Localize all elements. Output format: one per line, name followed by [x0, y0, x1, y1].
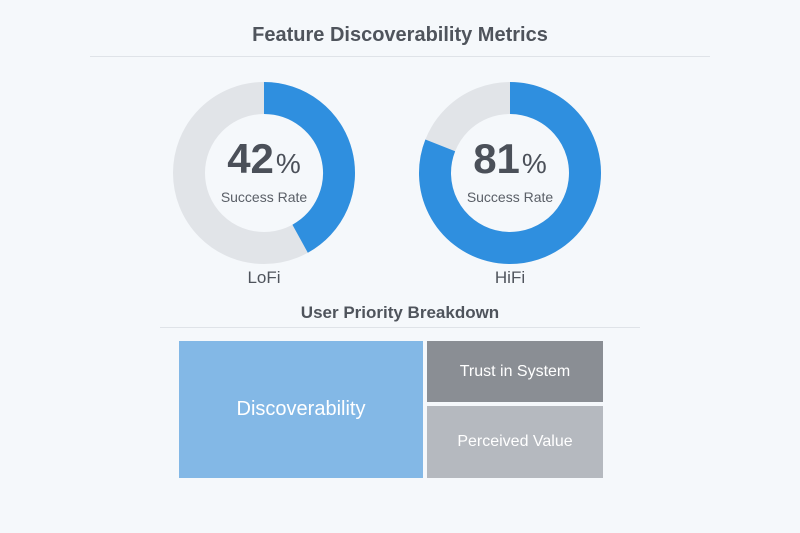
lofi-donut-chart: 42% Success Rate — [169, 78, 359, 268]
lofi-label: LoFi — [247, 268, 281, 287]
hifi-value: 81 — [473, 135, 520, 182]
treemap-label-value: Perceived Value — [457, 433, 573, 450]
breakdown-title: User Priority Breakdown — [300, 303, 500, 322]
hifi-percentage: 81% — [415, 136, 605, 187]
hifi-center-label: Success Rate — [466, 189, 554, 205]
hifi-donut-chart: 81% Success Rate — [415, 78, 605, 268]
lofi-center: 42% Success Rate — [169, 136, 359, 206]
title-divider — [90, 56, 710, 57]
lofi-unit: % — [275, 148, 301, 179]
treemap-tile-value: Perceived Value — [427, 406, 603, 478]
lofi-value: 42 — [227, 135, 274, 182]
treemap-label-trust: Trust in System — [459, 362, 571, 380]
lofi-percentage: 42% — [169, 136, 359, 187]
hifi-donut-arc — [419, 82, 601, 264]
page-title: Feature Discoverability Metrics — [252, 24, 548, 46]
breakdown-divider — [160, 327, 640, 328]
hifi-unit: % — [521, 148, 547, 179]
hifi-center: 81% Success Rate — [415, 136, 605, 206]
treemap-tile-trust: Trust in System — [427, 341, 603, 402]
lofi-donut-svg — [173, 82, 355, 264]
treemap-tile-discoverability: Discoverability — [179, 341, 423, 478]
lofi-center-label: Success Rate — [220, 189, 308, 205]
lofi-donut-arc — [263, 82, 355, 253]
treemap-label-discoverability: Discoverability — [236, 398, 366, 420]
hifi-donut-svg — [419, 82, 601, 264]
hifi-label: HiFi — [494, 268, 526, 287]
